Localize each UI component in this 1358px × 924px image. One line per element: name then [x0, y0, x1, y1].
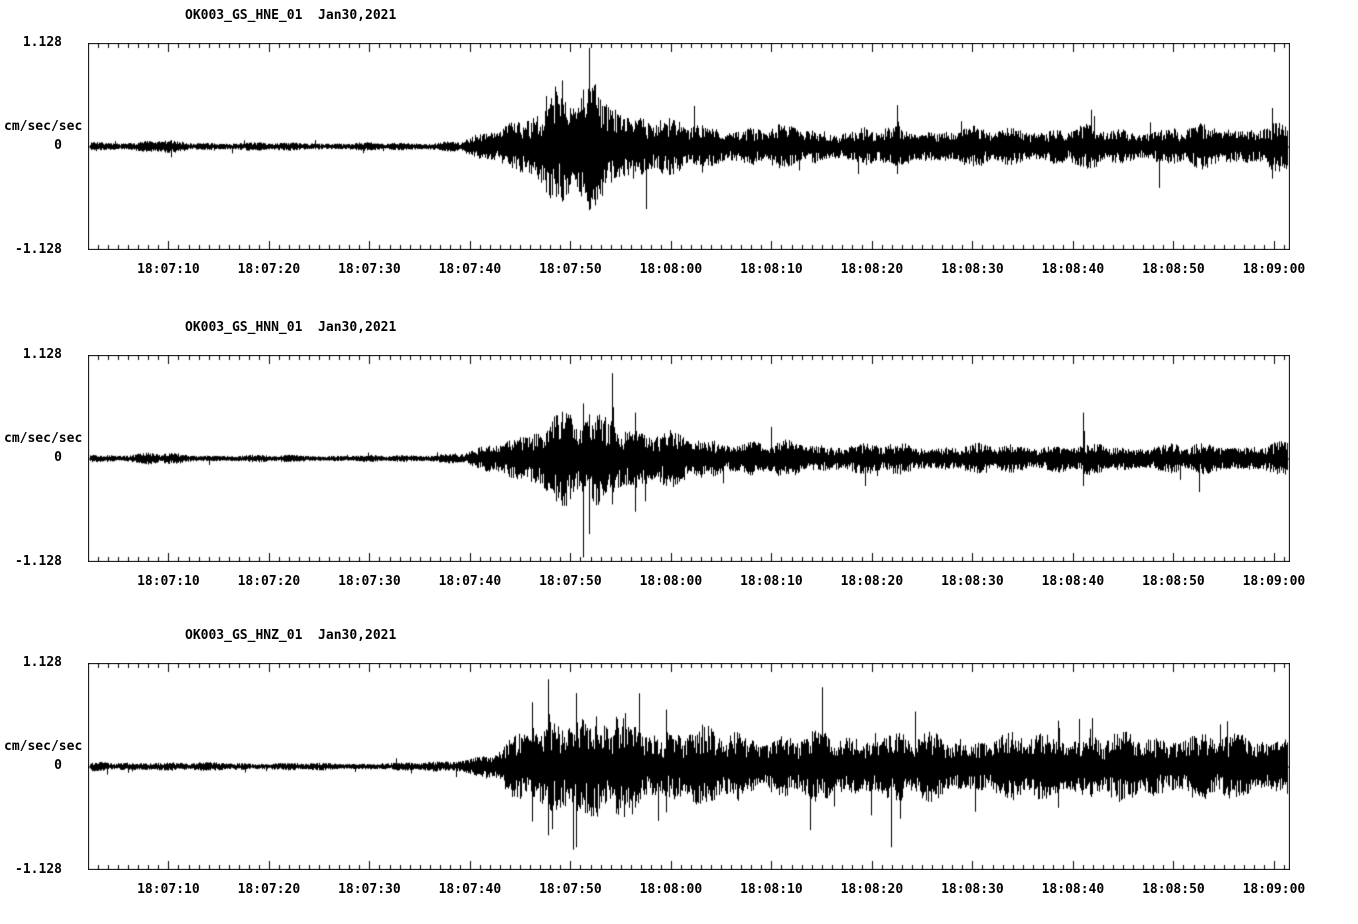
y-axis-units-label: cm/sec/sec	[4, 431, 83, 446]
x-tick-label: 18:07:40	[438, 262, 502, 277]
y-tick-label-max: 1.128	[22, 655, 62, 670]
x-tick-label: 18:07:30	[338, 262, 401, 277]
x-tick-label: 18:08:40	[1041, 262, 1105, 277]
x-tick-label: 18:07:40	[438, 882, 502, 897]
y-axis-units-label: cm/sec/sec	[4, 739, 83, 754]
panel-title: OK003_GS_HNZ_01 Jan30,2021	[185, 628, 397, 643]
y-tick-label-zero: 0	[54, 138, 62, 153]
panel-title: OK003_GS_HNE_01 Jan30,2021	[185, 8, 397, 23]
x-tick-label: 18:08:10	[740, 882, 803, 897]
x-tick-label: 18:08:40	[1041, 574, 1105, 589]
y-tick-label-min: -1.128	[15, 242, 62, 257]
x-tick-label: 18:08:20	[840, 882, 904, 897]
x-tick-label: 18:07:40	[438, 574, 502, 589]
x-tick-label: 18:08:30	[941, 262, 1004, 277]
y-tick-label-zero: 0	[54, 450, 62, 465]
seismogram-panel-hnn: OK003_GS_HNN_01 Jan30,2021 1.128 cm/sec/…	[0, 320, 1358, 610]
y-axis-units-label: cm/sec/sec	[4, 119, 83, 134]
x-tick-label: 18:08:20	[840, 262, 904, 277]
x-tick-label: 18:08:30	[941, 574, 1004, 589]
waveform-canvas-hnz	[88, 663, 1290, 870]
x-tick-label: 18:08:00	[639, 262, 703, 277]
waveform-canvas-hne	[88, 43, 1290, 250]
x-tick-label: 18:07:50	[539, 574, 602, 589]
y-tick-label-zero: 0	[54, 758, 62, 773]
x-tick-label: 18:09:00	[1242, 574, 1306, 589]
x-tick-label: 18:08:50	[1142, 262, 1205, 277]
x-tick-label: 18:08:10	[740, 574, 803, 589]
x-tick-label: 18:07:10	[137, 574, 200, 589]
x-tick-label: 18:07:50	[539, 262, 602, 277]
x-tick-label: 18:08:20	[840, 574, 904, 589]
y-tick-label-min: -1.128	[15, 862, 62, 877]
x-tick-label: 18:08:50	[1142, 574, 1205, 589]
x-tick-label: 18:09:00	[1242, 882, 1306, 897]
x-tick-label: 18:08:10	[740, 262, 803, 277]
x-tick-label: 18:07:10	[137, 262, 200, 277]
x-tick-label: 18:07:50	[539, 882, 602, 897]
x-tick-label: 18:07:20	[237, 262, 301, 277]
x-tick-label: 18:07:20	[237, 882, 301, 897]
seismogram-panel-hne: OK003_GS_HNE_01 Jan30,2021 1.128 cm/sec/…	[0, 8, 1358, 298]
x-tick-label: 18:08:50	[1142, 882, 1205, 897]
x-tick-label: 18:08:30	[941, 882, 1004, 897]
y-tick-label-max: 1.128	[22, 347, 62, 362]
waveform-canvas-hnn	[88, 355, 1290, 562]
y-tick-label-max: 1.128	[22, 35, 62, 50]
x-tick-label: 18:08:00	[639, 882, 703, 897]
panel-title: OK003_GS_HNN_01 Jan30,2021	[185, 320, 397, 335]
x-tick-label: 18:09:00	[1242, 262, 1306, 277]
x-tick-label: 18:07:30	[338, 882, 401, 897]
x-tick-label: 18:07:20	[237, 574, 301, 589]
x-tick-label: 18:08:40	[1041, 882, 1105, 897]
seismogram-panel-hnz: OK003_GS_HNZ_01 Jan30,2021 1.128 cm/sec/…	[0, 628, 1358, 918]
x-tick-label: 18:07:10	[137, 882, 200, 897]
x-tick-label: 18:08:00	[639, 574, 703, 589]
x-tick-label: 18:07:30	[338, 574, 401, 589]
y-tick-label-min: -1.128	[15, 554, 62, 569]
